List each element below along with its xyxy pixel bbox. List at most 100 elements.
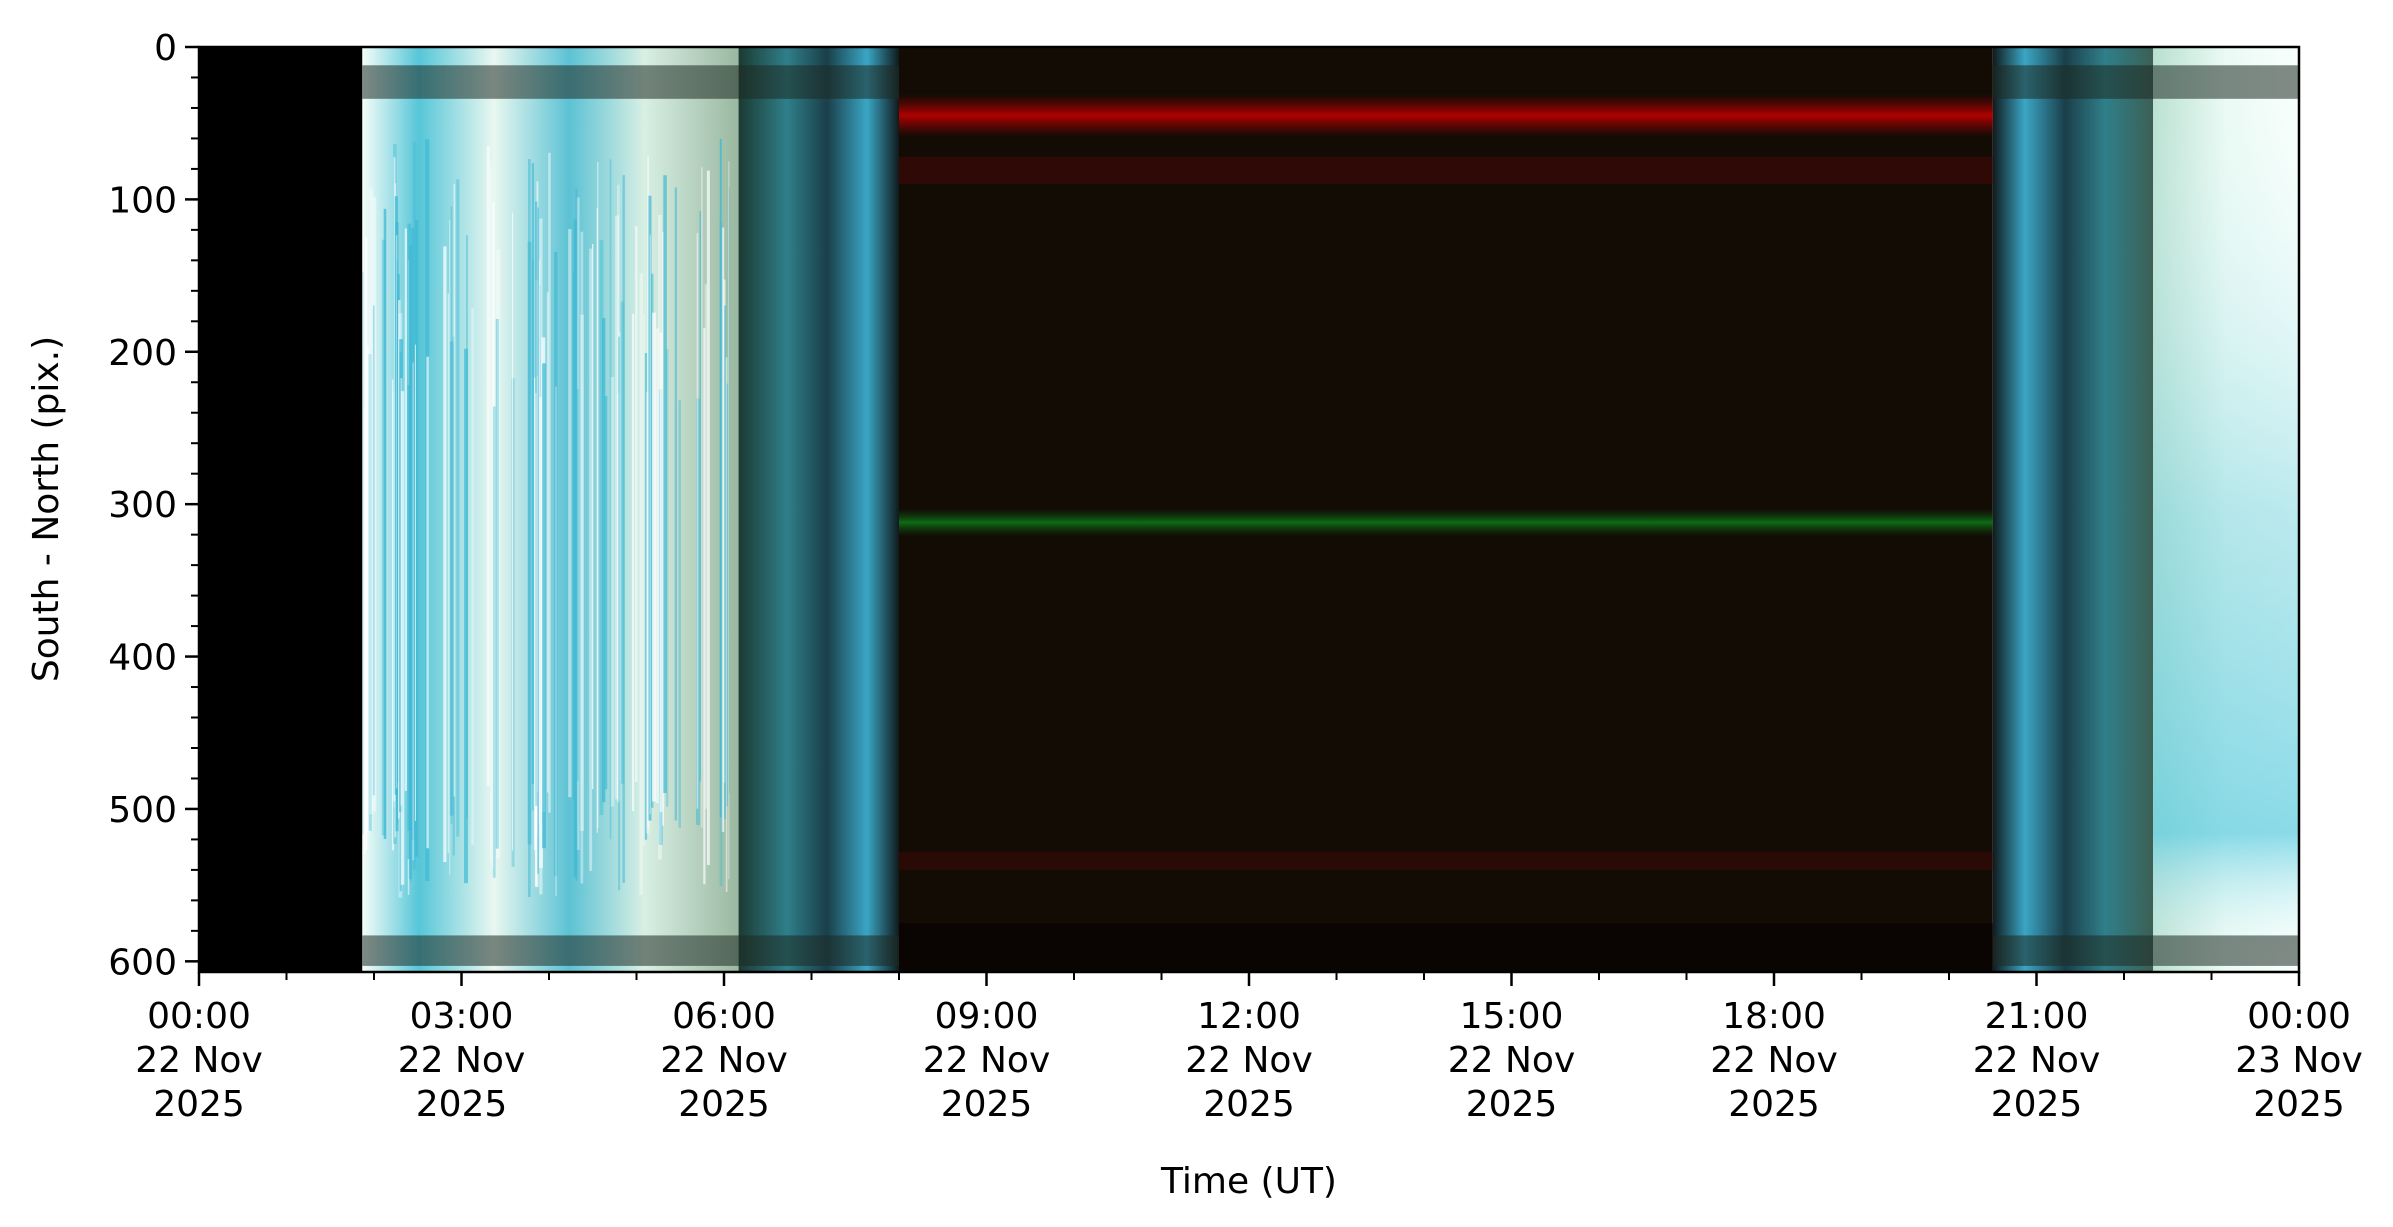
streak	[618, 336, 621, 891]
streak	[575, 188, 578, 881]
streak	[400, 391, 405, 885]
night-bottom-band	[899, 923, 1993, 972]
streak	[678, 400, 682, 828]
x-tick-label: 22 Nov	[923, 1040, 1051, 1081]
segment-bright-sky-evening-overlay	[2153, 47, 2299, 972]
y-tick-label: 500	[108, 790, 177, 831]
streak	[539, 218, 543, 895]
streak	[449, 341, 454, 816]
streak	[610, 376, 615, 807]
streak	[492, 406, 496, 878]
streak	[492, 202, 495, 868]
x-tick-label: 22 Nov	[1973, 1040, 2101, 1081]
night-faint-red-band	[899, 851, 1993, 870]
streak	[591, 243, 594, 790]
x-tick-label: 22 Nov	[660, 1040, 788, 1081]
streak	[535, 393, 537, 859]
streak	[448, 219, 451, 875]
streak	[726, 383, 729, 807]
streak	[415, 219, 419, 857]
streak	[365, 345, 369, 834]
streak	[369, 188, 374, 815]
x-tick-label: 23 Nov	[2235, 1040, 2363, 1081]
segment-no-data	[199, 47, 363, 972]
x-tick-label: 22 Nov	[1185, 1040, 1313, 1081]
streak	[407, 223, 412, 831]
streak	[496, 249, 501, 859]
streak	[391, 379, 395, 851]
x-tick-label: 2025	[1203, 1084, 1295, 1125]
x-tick-label: 00:00	[147, 996, 251, 1037]
y-axis-label: South - North (pix.)	[26, 336, 67, 682]
streak	[728, 161, 730, 880]
streak	[706, 170, 710, 866]
streak	[372, 305, 375, 796]
streak	[466, 235, 468, 818]
x-tick-label: 2025	[1466, 1084, 1558, 1125]
streak	[620, 301, 625, 784]
streak	[674, 187, 677, 821]
streak	[632, 313, 635, 812]
streak	[724, 305, 727, 820]
streak	[599, 240, 604, 815]
x-tick-label: 2025	[1728, 1084, 1820, 1125]
x-axis-label: Time (UT)	[1160, 1161, 1337, 1202]
streak	[609, 159, 612, 840]
top-dark-band-evening	[1992, 65, 2299, 99]
streak	[539, 397, 543, 868]
streak	[531, 163, 535, 785]
x-tick-label: 00:00	[2247, 996, 2351, 1037]
y-tick-label: 400	[108, 638, 177, 679]
streak	[617, 393, 621, 801]
streak	[576, 389, 579, 781]
streak	[537, 207, 540, 874]
streak	[643, 314, 645, 847]
streak	[527, 159, 531, 898]
x-tick-label: 21:00	[1985, 996, 2089, 1037]
morning-streaks	[362, 138, 731, 898]
streak	[511, 378, 515, 867]
streak	[665, 348, 669, 807]
x-tick-label: 2025	[416, 1084, 508, 1125]
streak	[662, 232, 664, 826]
streak	[601, 318, 606, 803]
streak	[659, 332, 663, 813]
streak	[363, 406, 366, 855]
streak	[639, 273, 644, 895]
streak	[471, 308, 474, 845]
x-tick-label: 2025	[1991, 1084, 2083, 1125]
top-dark-band-morning	[362, 65, 899, 99]
streak	[649, 234, 652, 815]
streak	[663, 175, 667, 794]
bottom-dark-band-evening	[1992, 935, 2299, 966]
streak	[495, 318, 500, 849]
streak	[453, 184, 456, 797]
streak	[372, 196, 377, 812]
x-tick-label: 2025	[153, 1084, 245, 1125]
streak	[615, 215, 620, 800]
streak	[696, 232, 699, 809]
streak	[635, 226, 638, 782]
streak	[464, 348, 468, 884]
streak	[721, 227, 725, 832]
streak	[618, 332, 621, 781]
streak	[699, 210, 702, 782]
streak	[703, 327, 706, 885]
streak	[655, 328, 660, 804]
streak	[404, 228, 407, 791]
streak	[644, 353, 648, 840]
streak	[531, 258, 534, 811]
bottom-dark-band-morning	[362, 935, 899, 966]
y-axis: 0 100 200 300 400 500 600	[108, 28, 199, 983]
streak	[443, 246, 447, 863]
x-tick-label: 22 Nov	[398, 1040, 526, 1081]
streak	[395, 235, 398, 789]
streak	[399, 352, 402, 892]
streak	[555, 386, 557, 897]
streak	[542, 363, 546, 849]
y-tick-label: 300	[108, 485, 177, 526]
streak	[450, 206, 453, 824]
streak	[622, 175, 625, 883]
streak	[456, 179, 460, 837]
